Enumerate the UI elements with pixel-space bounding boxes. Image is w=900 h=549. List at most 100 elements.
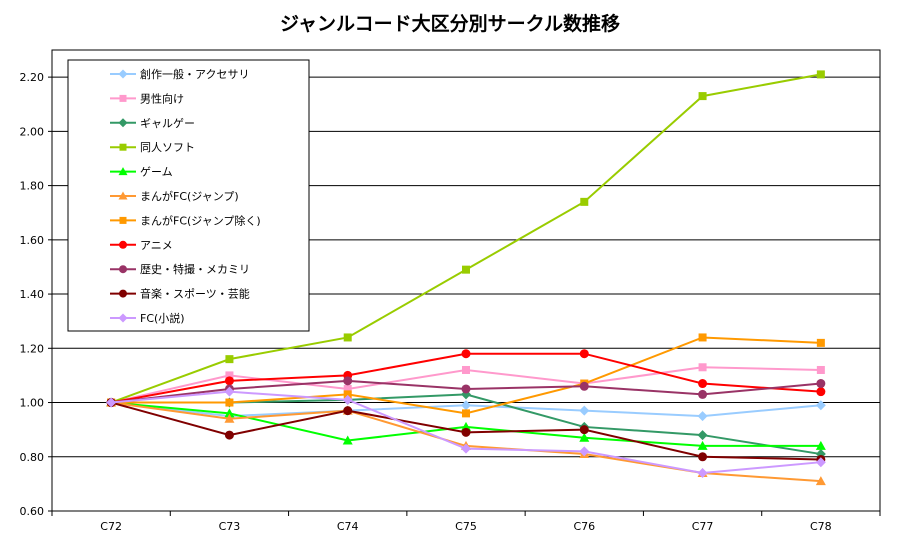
legend-item: アニメ [110, 239, 173, 252]
data-point [224, 386, 235, 397]
x-tick-label: C75 [455, 520, 477, 533]
legend-marker [119, 289, 127, 298]
data-point [698, 389, 708, 399]
data-point [461, 349, 471, 359]
legend-item: ギャルゲー [110, 117, 195, 130]
data-point [461, 400, 471, 411]
data-point [106, 397, 117, 408]
y-tick-label: 2.00 [20, 125, 45, 138]
data-point [461, 384, 471, 394]
legend-item: 創作一般・アクセサリ [110, 67, 249, 81]
data-point [579, 425, 589, 435]
legend-item: 音楽・スポーツ・芸能 [110, 287, 250, 301]
data-point [343, 406, 353, 416]
legend-item: ゲーム [110, 166, 173, 179]
x-tick-label: C78 [810, 520, 832, 533]
legend-box [67, 59, 310, 332]
data-point [815, 440, 826, 450]
legend-marker [119, 216, 127, 224]
data-point [698, 92, 707, 101]
legend-item: まんがFC(ジャンプ除く) [110, 213, 261, 227]
x-tick-label: C73 [219, 520, 241, 533]
data-point [224, 430, 234, 440]
legend-marker [118, 69, 128, 79]
data-point [580, 197, 589, 206]
legend-item: 同人ソフト [110, 141, 195, 154]
data-point [343, 333, 352, 342]
data-point [462, 409, 470, 418]
legend-marker [118, 118, 128, 128]
data-point [697, 411, 708, 422]
data-point [816, 365, 825, 374]
data-point [698, 363, 707, 372]
data-point [342, 435, 353, 445]
series-10 [106, 386, 826, 479]
legend-marker [119, 143, 127, 151]
data-point [225, 398, 234, 407]
data-point [224, 408, 235, 418]
legend-label: ギャルゲー [140, 117, 195, 130]
data-point [816, 70, 825, 79]
y-tick-label: 0.60 [20, 505, 45, 518]
data-point [815, 457, 826, 468]
x-tick-label: C77 [692, 520, 714, 533]
data-point [579, 405, 590, 416]
axis-layer: 0.60 0.80 1.00 1.20 1.40 1.60 1.80 2.00 2.20 C72 C… [20, 71, 881, 533]
data-point [697, 430, 708, 441]
x-tick-label: C74 [337, 520, 359, 533]
data-point [343, 376, 353, 386]
data-point [343, 384, 352, 393]
data-point [815, 400, 826, 411]
x-tick-label: C76 [573, 520, 595, 533]
legend-item: まんがFC(ジャンプ) [110, 189, 239, 203]
legend-label: ゲーム [140, 166, 173, 179]
legend-label: まんがFC(ジャンプ除く) [140, 213, 261, 227]
legend-item: FC(小説) [110, 311, 185, 325]
data-point [461, 443, 471, 454]
plot-area-border [51, 49, 881, 512]
x-tick-label: C72 [100, 520, 122, 533]
y-tick-label: 1.00 [20, 397, 45, 410]
data-point [579, 446, 590, 457]
y-tick-label: 1.20 [20, 342, 45, 355]
y-tick-label: 0.80 [20, 451, 45, 464]
data-point [698, 452, 708, 462]
legend-marker [118, 191, 128, 200]
data-point [224, 413, 235, 423]
data-point [698, 379, 708, 389]
legend-item: 歴史・特撮・メカミリ [110, 262, 250, 276]
data-point [698, 333, 707, 342]
data-point [225, 371, 234, 380]
legend-label: 音楽・スポーツ・芸能 [140, 287, 250, 301]
legend-label: 歴史・特撮・メカミリ [140, 262, 250, 276]
legend-marker [119, 240, 127, 249]
data-point [342, 394, 353, 405]
y-tick-label: 1.60 [20, 234, 45, 247]
data-point [462, 265, 470, 274]
legend-label: 創作一般・アクセサリ [140, 67, 249, 81]
legend-label: 同人ソフト [140, 141, 195, 154]
data-point [462, 365, 470, 374]
data-point [579, 381, 589, 391]
legend-marker [118, 313, 128, 323]
series-7 [106, 349, 826, 408]
legend-marker [119, 265, 127, 274]
data-point [579, 349, 589, 359]
legend-marker [119, 94, 127, 102]
data-point [816, 379, 826, 389]
y-tick-label: 2.20 [20, 71, 45, 84]
legend-label: 男性向け [140, 91, 184, 105]
data-point [579, 432, 590, 442]
legend-label: アニメ [140, 239, 173, 252]
data-point [816, 387, 826, 397]
series-4 [106, 397, 826, 450]
legend-marker [118, 167, 128, 176]
data-point [697, 440, 708, 450]
series-layer [106, 70, 826, 486]
data-point [224, 376, 234, 386]
data-point [225, 355, 234, 364]
y-tick-label: 1.40 [20, 288, 45, 301]
